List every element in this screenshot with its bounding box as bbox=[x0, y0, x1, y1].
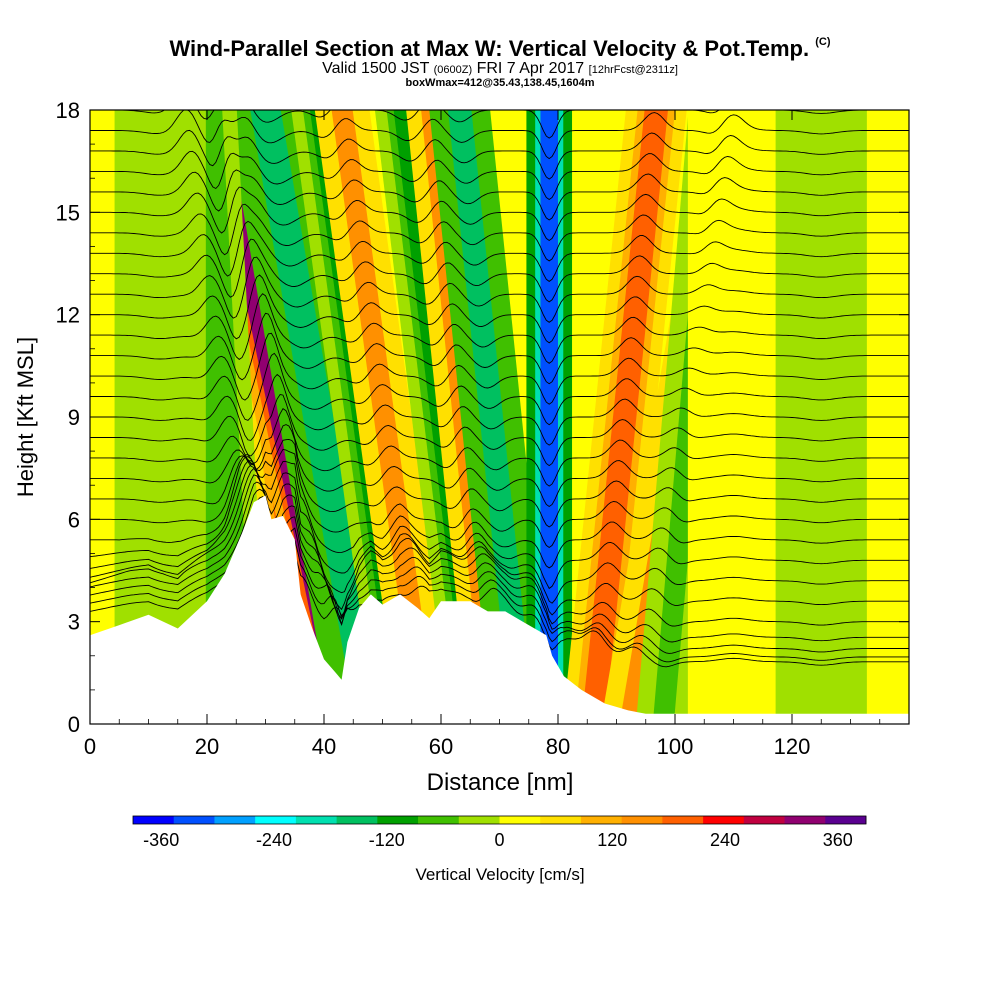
theta-contour bbox=[90, 150, 909, 201]
colorbar-segment bbox=[540, 816, 582, 824]
colorbar-tick-label: -120 bbox=[369, 830, 405, 850]
valid-forecast: [12hrFcst@2311z] bbox=[588, 64, 678, 76]
y-tick-label: 18 bbox=[56, 98, 80, 123]
colorbar-segment bbox=[703, 816, 745, 824]
y-tick-label: 3 bbox=[68, 610, 80, 635]
colorbar-segment bbox=[214, 816, 256, 824]
theta-contour bbox=[90, 424, 909, 508]
x-tick-label: 80 bbox=[546, 734, 570, 759]
y-axis-label: Height [Kft MSL] bbox=[13, 337, 38, 497]
theta-contour bbox=[90, 474, 909, 627]
velocity-band-16 bbox=[715, 110, 752, 724]
chart-title-tag: (C) bbox=[815, 36, 831, 48]
colorbar-segment bbox=[133, 816, 175, 824]
theta-contour bbox=[90, 203, 909, 262]
theta-contour bbox=[90, 393, 909, 467]
colorbar-frame bbox=[132, 815, 867, 825]
theta-contour bbox=[90, 352, 909, 426]
y-tick-label: 12 bbox=[56, 303, 80, 328]
x-tick-label: 0 bbox=[84, 734, 96, 759]
colorbar-tick-label: 360 bbox=[823, 830, 853, 850]
colorbar-segment bbox=[336, 816, 378, 824]
x-tick-label: 40 bbox=[312, 734, 336, 759]
velocity-band-10 bbox=[540, 110, 558, 724]
colorbar-label: Vertical Velocity [cm/s] bbox=[415, 865, 584, 884]
theta-contour bbox=[90, 481, 909, 643]
theta-contour bbox=[90, 373, 909, 446]
theta-contour bbox=[90, 110, 909, 160]
colorbar-segment bbox=[825, 816, 867, 824]
axes: 0 20 40 60 80 100 120 0 3 6 9 12 15 18 bbox=[56, 98, 909, 759]
colorbar-tick-label: -240 bbox=[256, 830, 292, 850]
colorbar-tick-label: -360 bbox=[143, 830, 179, 850]
x-tick-label: 100 bbox=[657, 734, 694, 759]
theta-contour bbox=[90, 220, 909, 282]
colorbar-tick-label: 120 bbox=[597, 830, 627, 850]
colorbar-segment bbox=[580, 816, 623, 824]
chart-title: Wind-Parallel Section at Max W: Vertical… bbox=[0, 36, 1000, 62]
colorbar: -360 -240 -120 0 120 240 360 bbox=[132, 815, 867, 850]
colorbar-segment bbox=[458, 816, 500, 824]
theta-contour bbox=[90, 274, 909, 344]
colorbar-segment bbox=[662, 816, 704, 824]
theta-contour bbox=[90, 332, 909, 405]
theta-contour bbox=[90, 186, 909, 242]
theta-contour bbox=[90, 488, 909, 654]
chart-title-main: Wind-Parallel Section at Max W: Vertical… bbox=[169, 36, 810, 61]
colorbar-tick-label: 240 bbox=[710, 830, 740, 850]
theta-contour bbox=[90, 467, 909, 616]
theta-contour bbox=[90, 129, 909, 180]
colorbar-segment bbox=[173, 816, 215, 824]
box-info: boxWmax=412@35.43,138.45,1604m bbox=[405, 77, 595, 89]
velocity-band-11 bbox=[581, 110, 668, 724]
x-axis-label: Distance [nm] bbox=[427, 769, 574, 796]
colorbar-segment bbox=[621, 816, 663, 824]
velocity-band-4 bbox=[250, 110, 387, 724]
colorbar-segment bbox=[499, 816, 541, 824]
theta-contour bbox=[90, 464, 909, 604]
theta-contour bbox=[90, 169, 909, 221]
colorbar-segment bbox=[295, 816, 338, 824]
theta-contour bbox=[90, 438, 909, 528]
colorbar-segment bbox=[418, 816, 460, 824]
y-tick-label: 0 bbox=[68, 712, 80, 737]
x-tick-label: 120 bbox=[774, 734, 811, 759]
colorbar-segment bbox=[255, 816, 297, 824]
colorbar-segment bbox=[377, 816, 419, 824]
theta-contours bbox=[90, 110, 909, 668]
theta-contour bbox=[90, 293, 909, 364]
theta-contour bbox=[90, 238, 909, 303]
velocity-band-17 bbox=[803, 110, 839, 724]
y-tick-label: 9 bbox=[68, 405, 80, 430]
colorbar-tick-label: 0 bbox=[494, 830, 504, 850]
colorbar-segment bbox=[743, 816, 785, 824]
valid-prefix: Valid 1500 JST bbox=[322, 60, 430, 77]
colorbar-segment bbox=[784, 816, 826, 824]
valid-date: FRI 7 Apr 2017 bbox=[476, 60, 585, 77]
theta-contour bbox=[90, 456, 909, 569]
y-tick-label: 15 bbox=[56, 200, 80, 225]
x-tick-label: 60 bbox=[429, 734, 453, 759]
theta-contour bbox=[90, 460, 909, 590]
theta-contour bbox=[90, 448, 909, 549]
theta-contour bbox=[90, 407, 909, 487]
valid-utc: (0600Z) bbox=[433, 64, 473, 76]
y-tick-label: 6 bbox=[68, 507, 80, 532]
theta-contour bbox=[90, 312, 909, 385]
chart-subtitle: Valid 1500 JST (0600Z) FRI 7 Apr 2017 [1… bbox=[0, 60, 1000, 78]
velocity-band-6 bbox=[331, 110, 437, 724]
x-tick-label: 20 bbox=[195, 734, 219, 759]
terrain bbox=[90, 495, 909, 724]
theta-contour bbox=[90, 256, 909, 323]
